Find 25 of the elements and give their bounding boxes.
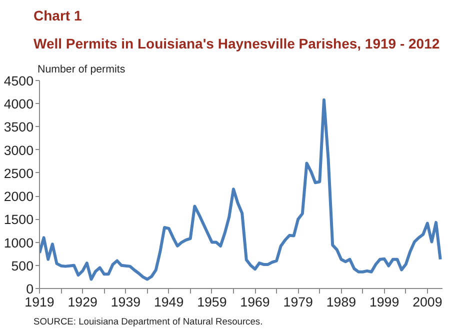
y-tick-label: 0 <box>26 282 34 296</box>
x-tick-label: 1959 <box>197 294 227 310</box>
x-tick-label: 1929 <box>68 294 98 310</box>
x-tick-label: 2009 <box>412 294 442 310</box>
y-tick-label: 1000 <box>4 235 34 250</box>
y-axis-title: Number of permits <box>38 64 126 76</box>
x-tick-label: 1979 <box>283 294 313 310</box>
y-tick-label: 500 <box>11 258 34 274</box>
y-tick-label: 4500 <box>4 74 34 88</box>
source-note: SOURCE: Louisiana Department of Natural Resources. <box>34 316 263 326</box>
y-tick-label: 3500 <box>4 120 34 135</box>
x-tick-label: 1999 <box>369 294 400 310</box>
x-tick-label: 1949 <box>154 294 184 310</box>
x-tick-label: 1919 <box>24 294 54 310</box>
chart-title: Chart 1 <box>34 8 82 24</box>
x-tick-label: 1939 <box>110 294 141 310</box>
y-tick-label: 3000 <box>4 142 34 158</box>
x-tick-label: 1969 <box>240 294 270 310</box>
y-tick-label: 4000 <box>4 96 34 112</box>
x-tick-label: 1989 <box>326 294 356 310</box>
chart-subtitle: Well Permits in Louisiana's Haynesville Parishes, 1919 - 2012 <box>34 36 440 52</box>
y-tick-label: 2000 <box>4 189 34 204</box>
line-series <box>40 98 442 281</box>
y-tick-label: 1500 <box>4 212 34 228</box>
y-tick-label: 2500 <box>4 166 34 181</box>
